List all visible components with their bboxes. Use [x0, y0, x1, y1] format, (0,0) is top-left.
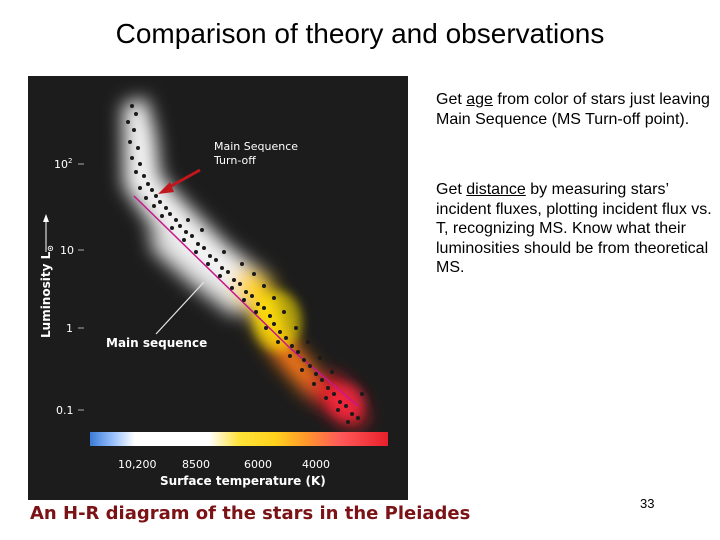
main-sequence-line: [133, 195, 291, 349]
x-tick-label: 4000: [302, 458, 330, 471]
hr-diagram-figure: 102 10 1 0.1 Luminosity L⊙ 10,200 8500 6…: [28, 76, 408, 500]
slide-title: Comparison of theory and observations: [115, 18, 605, 49]
x-tick-label: 6000: [244, 458, 272, 471]
x-axis-label: Surface temperature (K): [160, 474, 326, 488]
svg-text:Luminosity L⊙: Luminosity L⊙: [39, 245, 55, 338]
y-axis-label-sub: ⊙: [46, 245, 55, 252]
distance-text-before: Get: [436, 181, 467, 198]
y-tick-label: 0.1: [56, 404, 74, 417]
distance-paragraph: Get distance by measuring stars’ inciden…: [436, 180, 716, 278]
distance-underlined: distance: [466, 181, 526, 198]
y-tick-label: 10: [60, 244, 74, 257]
age-text-after: from color of stars just leaving Main Se…: [436, 91, 710, 128]
distance-text-after: by measuring stars’ incident fluxes, plo…: [436, 181, 712, 276]
figure-caption: An H-R diagram of the stars in the Pleia…: [30, 503, 471, 524]
main-sequence-pointer: [155, 281, 205, 335]
y-axis-label: Luminosity L: [39, 251, 53, 338]
age-underlined: age: [466, 91, 493, 108]
svg-text:102: 102: [54, 157, 72, 171]
age-paragraph: Get age from color of stars just leaving…: [436, 90, 716, 129]
x-tick-label: 8500: [182, 458, 210, 471]
x-axis: 10,200 8500 6000 4000 Surface temperatur…: [118, 458, 330, 488]
turnoff-label-line2: Turn-off: [213, 154, 256, 167]
x-tick-label: 10,200: [118, 458, 157, 471]
caption-bar: [28, 500, 408, 530]
age-text-before: Get: [436, 91, 467, 108]
y-tick-exponent: 2: [68, 157, 72, 165]
turnoff-label-line1: Main Sequence: [214, 140, 298, 153]
turnoff-arrow: [158, 168, 201, 194]
page-number: 33: [640, 496, 655, 511]
main-sequence-label: Main sequence: [106, 336, 207, 350]
y-tick-label: 1: [66, 322, 73, 335]
hr-diagram-image: 102 10 1 0.1 Luminosity L⊙ 10,200 8500 6…: [39, 98, 388, 488]
y-tick-label: 10: [54, 158, 68, 171]
y-axis: 102 10 1 0.1 Luminosity L⊙: [39, 157, 84, 417]
star-dots: [126, 104, 364, 424]
temperature-color-bar: [90, 432, 388, 446]
